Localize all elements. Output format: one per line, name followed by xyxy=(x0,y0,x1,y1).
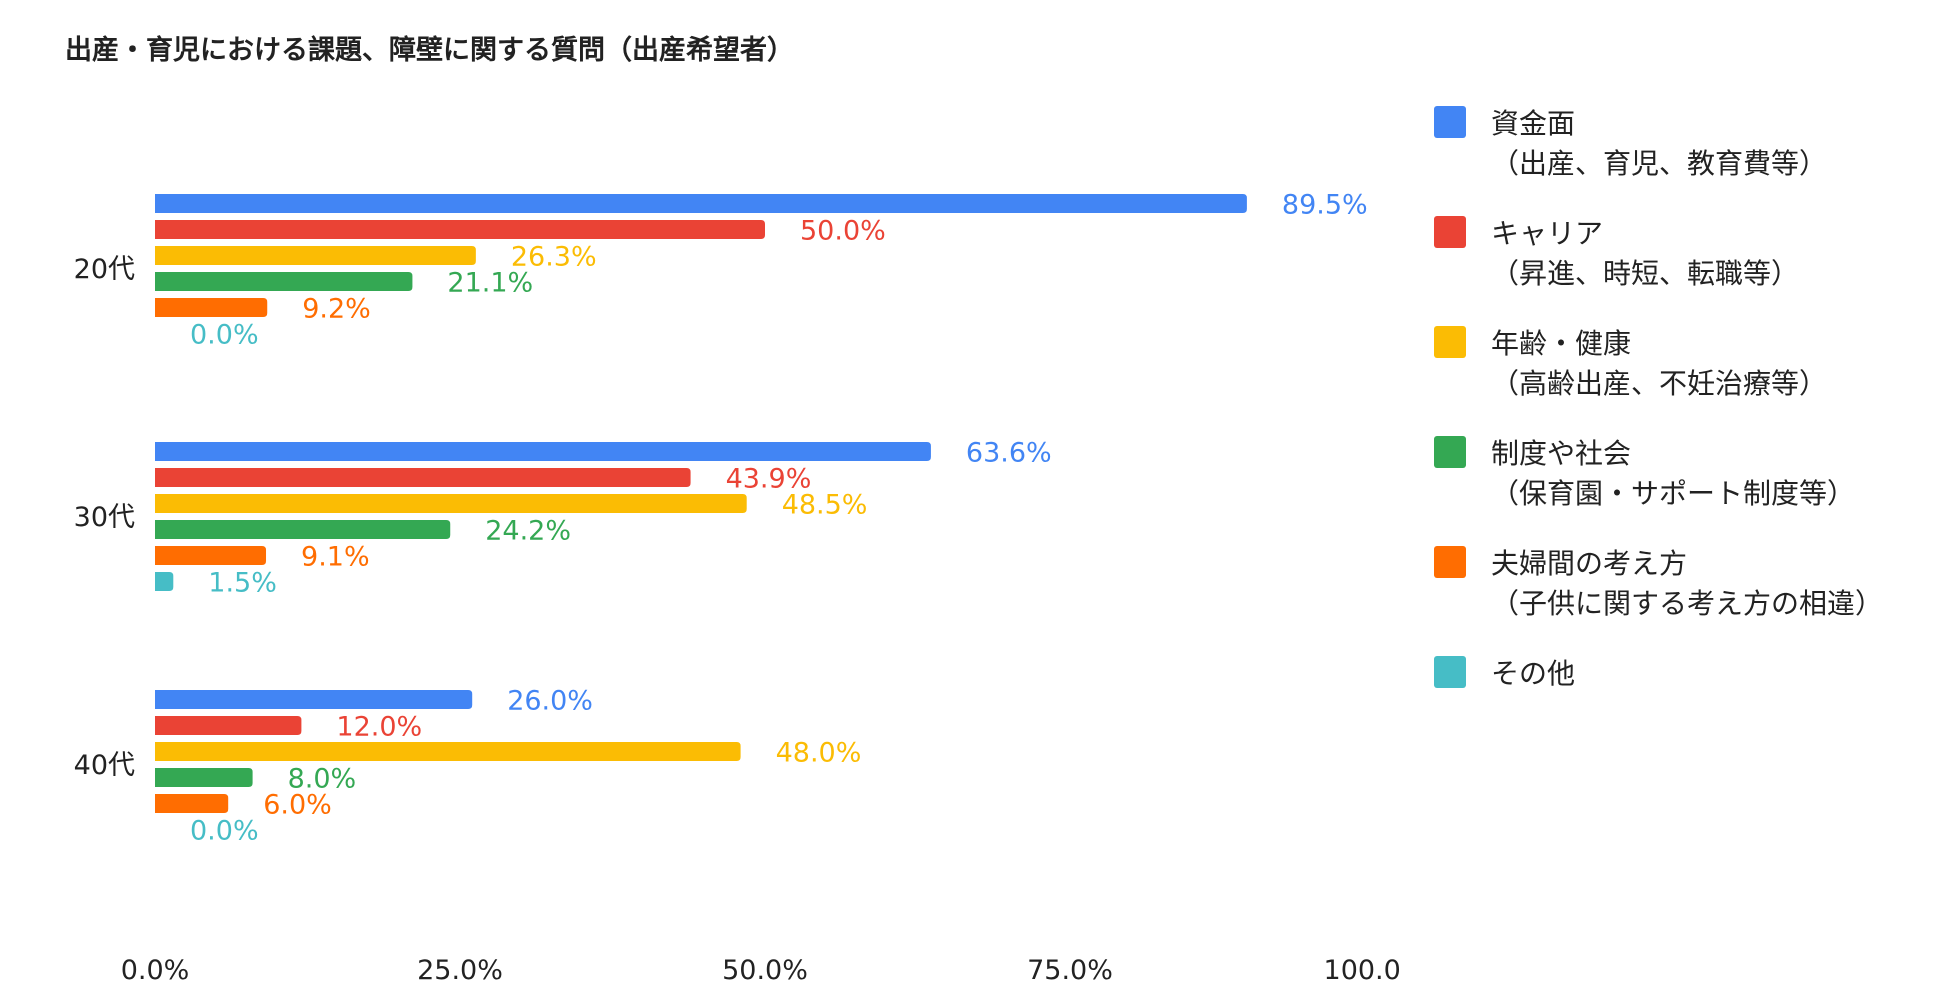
data-label: 12.0% xyxy=(336,712,422,743)
x-tick-label: 100.0% xyxy=(1324,955,1400,986)
legend-item: 年齢・健康 （高齢出産、不妊治療等） xyxy=(1434,326,1950,416)
x-tick-label: 25.0% xyxy=(417,955,503,986)
bar xyxy=(155,494,747,513)
data-label: 0.0% xyxy=(190,816,259,847)
data-label: 24.2% xyxy=(485,516,571,547)
bar xyxy=(155,572,174,591)
legend-item: 夫婦間の考え方 （子供に関する考え方の相違） xyxy=(1434,546,1950,636)
chart-title: 出産・育児における課題、障壁に関する質問（出産希望者） xyxy=(65,35,794,66)
legend-swatch xyxy=(1434,546,1466,578)
data-label: 48.5% xyxy=(782,490,868,521)
legend-label: キャリア xyxy=(1491,217,1604,250)
data-label: 48.0% xyxy=(776,738,862,769)
data-label: 9.1% xyxy=(301,542,370,573)
bar xyxy=(155,716,302,735)
data-label: 9.2% xyxy=(302,294,371,325)
data-label: 21.1% xyxy=(447,268,533,299)
legend-swatch xyxy=(1434,106,1466,138)
legend-item: キャリア （昇進、時短、転職等） xyxy=(1434,216,1950,306)
legend-swatch xyxy=(1434,216,1466,248)
legend-label: 制度や社会 xyxy=(1491,437,1632,470)
bar xyxy=(155,194,1247,213)
bar xyxy=(155,468,691,487)
legend-item: 制度や社会 （保育園・サポート制度等） xyxy=(1434,436,1950,526)
x-tick-label: 50.0% xyxy=(722,955,808,986)
bar xyxy=(155,690,473,709)
category-label: 30代 xyxy=(74,502,135,533)
legend-swatch xyxy=(1434,436,1466,468)
legend-sublabel: （保育園・サポート制度等） xyxy=(1491,477,1856,510)
data-label: 6.0% xyxy=(263,790,332,821)
bar xyxy=(155,298,268,317)
bar xyxy=(155,220,765,239)
legend-sublabel: （昇進、時短、転職等） xyxy=(1491,257,1800,290)
legend-sublabel: （子供に関する考え方の相違） xyxy=(1491,587,1884,620)
bar xyxy=(155,546,267,565)
data-label: 63.6% xyxy=(966,438,1052,469)
legend-swatch xyxy=(1434,656,1466,688)
data-label: 0.0% xyxy=(190,320,259,351)
bar xyxy=(155,742,741,761)
category-label: 40代 xyxy=(74,750,135,781)
data-label: 43.9% xyxy=(726,464,812,495)
bar xyxy=(155,768,253,787)
legend-swatch xyxy=(1434,326,1466,358)
data-label: 1.5% xyxy=(208,568,277,599)
bar xyxy=(155,442,931,461)
legend-label: その他 xyxy=(1491,657,1576,690)
category-label: 20代 xyxy=(74,254,135,285)
legend-label: 年齢・健康 xyxy=(1491,327,1632,360)
data-label: 8.0% xyxy=(288,764,357,795)
bar xyxy=(155,794,229,813)
data-label: 26.0% xyxy=(507,686,593,717)
data-label: 89.5% xyxy=(1282,190,1368,221)
x-tick-label: 75.0% xyxy=(1027,955,1113,986)
bar-chart: 20代 89.5% 50.0% 26.3%21.1% 9.2% 0.0% 30代 63.6% 4… xyxy=(74,190,1400,987)
legend-sublabel: （高齢出産、不妊治療等） xyxy=(1491,367,1828,400)
bar xyxy=(155,246,476,265)
bar xyxy=(155,272,413,291)
x-tick-label: 0.0% xyxy=(121,955,190,986)
legend-sublabel: （出産、育児、教育費等） xyxy=(1491,147,1828,180)
data-label: 50.0% xyxy=(800,216,886,247)
data-label: 26.3% xyxy=(511,242,597,273)
legend-label: 資金面 xyxy=(1491,107,1576,140)
legend-label: 夫婦間の考え方 xyxy=(1491,547,1688,580)
legend-item: その他 xyxy=(1434,656,1950,746)
bar xyxy=(155,520,451,539)
legend-item: 資金面 （出産、育児、教育費等） xyxy=(1434,106,1950,196)
